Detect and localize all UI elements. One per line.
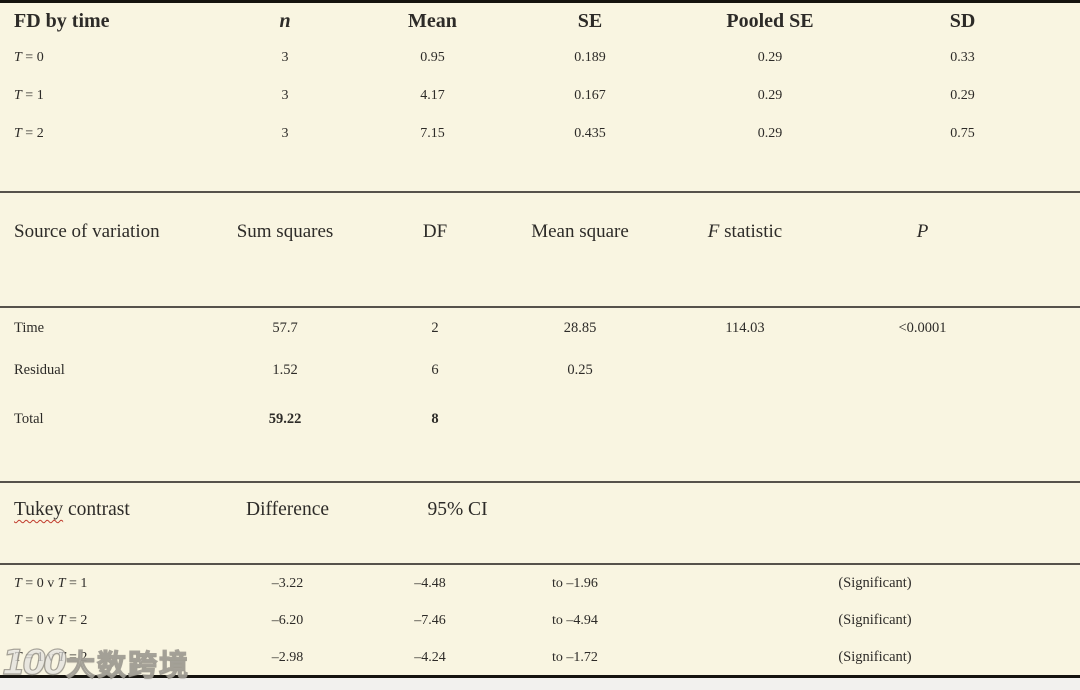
cell-p [830, 393, 1015, 445]
cell-n: 3 [281, 50, 289, 65]
cell-df: 2 [431, 319, 439, 336]
col-header-f-statistic: F statistic [707, 220, 783, 242]
table-row-contrast-0v2: T = 0 v T = 2 –6.20 –7.46 to –4.94 (Sign… [0, 602, 1080, 639]
col-header-sum-squares: Sum squares [236, 220, 334, 242]
row-label: Residual [14, 362, 65, 378]
cell-sum-squares: 59.22 [268, 410, 302, 427]
cell-ci-low: –7.46 [414, 612, 446, 628]
col-header-mean-square: Mean square [531, 220, 629, 242]
cell-mean-square: 0.25 [567, 362, 593, 378]
descriptives-section: FD by time n Mean SE Pooled SE SD T = 0 … [0, 3, 1080, 191]
table-row-contrast-1v2: T = 1 v T = 2 –2.98 –4.24 to –1.72 (Sign… [0, 639, 1080, 676]
table-row-contrast-0v1: T = 0 v T = 1 –3.22 –4.48 to –1.96 (Sign… [0, 565, 1080, 602]
col-header-tukey-contrast: Tukey contrast [14, 499, 130, 520]
cell-sd: 0.75 [950, 126, 975, 141]
cell-df: 6 [431, 362, 439, 378]
cell-pooled-se: 0.29 [757, 126, 783, 141]
col-header-fd-by-time: FD by time [14, 9, 110, 32]
cell-p: <0.0001 [898, 319, 947, 336]
table-row-residual: Residual 1.52 6 0.25 [0, 348, 1080, 393]
anova-header-row: Source of variation Sum squares DF Mean … [0, 191, 1080, 306]
cell-ci-low: –4.48 [414, 575, 446, 591]
cell-df: 8 [431, 410, 439, 427]
cell-mean: 0.95 [420, 50, 445, 65]
col-header-95ci: 95% CI [427, 499, 488, 520]
cell-f [660, 393, 830, 445]
row-label: T = 0 v T = 2 [14, 612, 88, 628]
descriptives-header-row: FD by time n Mean SE Pooled SE SD [0, 3, 1080, 39]
cell-sd: 0.33 [950, 50, 975, 65]
row-label: T = 0 [14, 50, 44, 65]
cell-f: 114.03 [725, 319, 765, 336]
table-row-t0: T = 0 3 0.95 0.189 0.29 0.33 [0, 39, 1080, 77]
col-header-df: DF [422, 220, 448, 242]
col-header-mean: Mean [408, 9, 457, 32]
cell-sum-squares: 57.7 [272, 319, 298, 336]
cell-n: 3 [281, 88, 289, 103]
col-header-spacer [645, 483, 1080, 563]
col-header-sd: SD [949, 9, 976, 32]
cell-significance: (Significant) [838, 649, 912, 665]
cell-ci-low: –4.24 [414, 649, 446, 665]
cell-se: 0.435 [574, 126, 606, 141]
col-header-p: P [916, 220, 929, 242]
row-label: Total [14, 410, 44, 427]
col-header-source-of-variation: Source of variation [14, 221, 160, 242]
cell-mean-square: 28.85 [563, 319, 597, 336]
cell-pooled-se: 0.29 [757, 50, 783, 65]
col-header-se: SE [577, 9, 603, 32]
cell-sd: 0.29 [950, 88, 975, 103]
row-label: T = 0 v T = 1 [14, 575, 88, 591]
table-row-t1: T = 1 3 4.17 0.167 0.29 0.29 [0, 77, 1080, 115]
cell-pooled-se: 0.29 [757, 88, 783, 103]
table-row-total: Total 59.22 8 [0, 393, 1080, 445]
col-header-difference: Difference [246, 499, 329, 520]
tukey-header-row: Tukey contrast Difference 95% CI [0, 481, 1080, 563]
cell-f [660, 348, 830, 393]
cell-ci-high: to –1.96 [552, 575, 598, 591]
tukey-body: T = 0 v T = 1 –3.22 –4.48 to –1.96 (Sign… [0, 563, 1080, 675]
row-label: T = 2 [14, 126, 44, 141]
anova-body: Time 57.7 2 28.85 114.03 <0.0001 Residua… [0, 306, 1080, 481]
cell-mean: 4.17 [420, 88, 445, 103]
row-label: Time [14, 319, 45, 336]
row-label: T = 1 v T = 2 [14, 649, 88, 665]
cell-difference: –6.20 [271, 612, 304, 628]
cell-difference: –2.98 [271, 649, 304, 665]
cell-difference: –3.22 [271, 575, 304, 591]
cell-significance: (Significant) [838, 575, 912, 591]
cell-mean-square [500, 393, 660, 445]
cell-ci-high: to –1.72 [552, 649, 598, 665]
cell-significance: (Significant) [838, 612, 912, 628]
cell-sum-squares: 1.52 [272, 362, 298, 378]
cell-n: 3 [281, 126, 289, 141]
cell-se: 0.167 [574, 88, 606, 103]
table-row-t2: T = 2 3 7.15 0.435 0.29 0.75 [0, 115, 1080, 153]
cell-se: 0.189 [574, 50, 606, 65]
cell-ci-high: to –4.94 [552, 612, 598, 628]
col-header-pooled-se: Pooled SE [726, 9, 814, 32]
cell-p [830, 348, 1015, 393]
row-label: T = 1 [14, 88, 44, 103]
table-row-time: Time 57.7 2 28.85 114.03 <0.0001 [0, 308, 1080, 348]
col-header-n: n [279, 9, 291, 32]
cell-mean: 7.15 [420, 126, 445, 141]
